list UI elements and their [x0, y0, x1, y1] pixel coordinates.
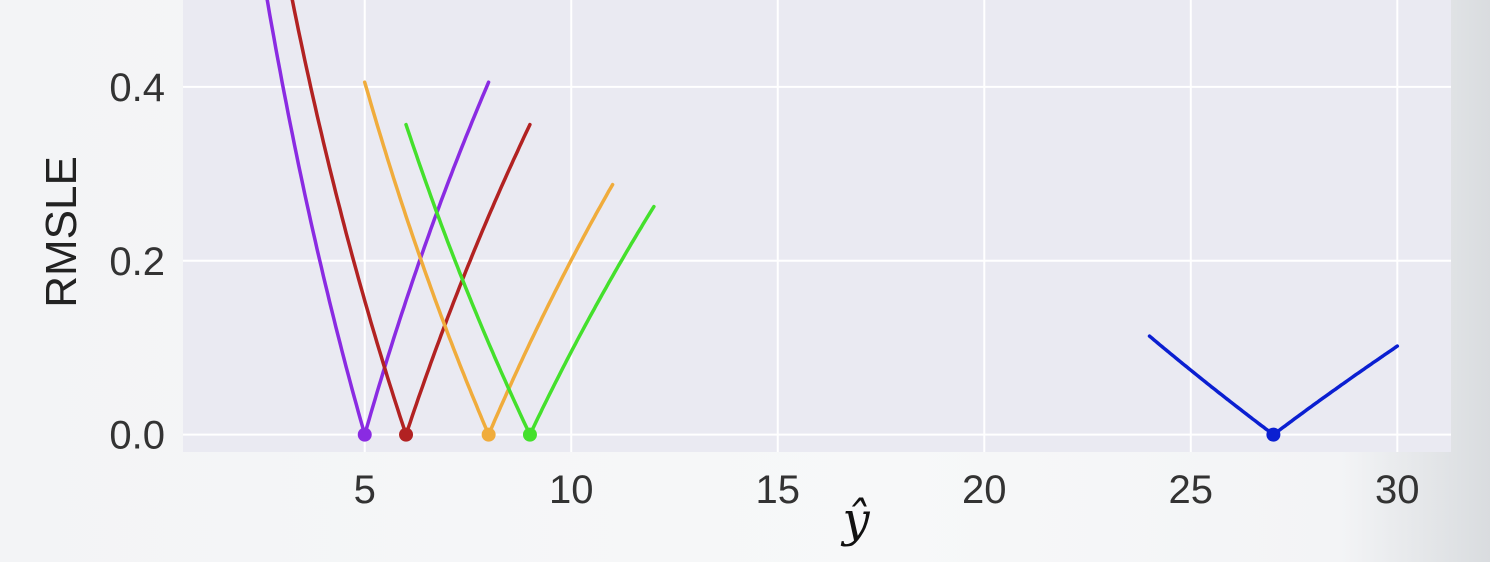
y-tick-label: 0.0	[109, 414, 165, 458]
x-tick-label: 30	[1375, 468, 1420, 512]
y-tick-labels: 0.0 0.2 0.4	[109, 66, 165, 458]
x-tick-labels: 5 10 15 20 25 30	[354, 468, 1420, 512]
x-tick-label: 15	[756, 468, 801, 512]
minimum-point	[522, 427, 537, 442]
grid-lines	[183, 0, 1451, 452]
minimum-point	[399, 427, 414, 442]
plot-area	[183, 0, 1451, 452]
y-tick-label: 0.2	[109, 240, 165, 284]
minimum-point	[357, 427, 372, 442]
minimum-point	[481, 427, 496, 442]
x-tick-label: 20	[962, 468, 1007, 512]
x-tick-label: 25	[1169, 468, 1214, 512]
minimum-points	[357, 427, 1281, 442]
x-tick-label: 5	[354, 468, 376, 512]
x-axis-label: ŷ	[840, 492, 870, 548]
y-tick-label: 0.4	[109, 66, 165, 110]
y-axis-label: RMSLE	[37, 156, 86, 308]
x-tick-label: 10	[549, 468, 594, 512]
minimum-point	[1266, 427, 1281, 442]
